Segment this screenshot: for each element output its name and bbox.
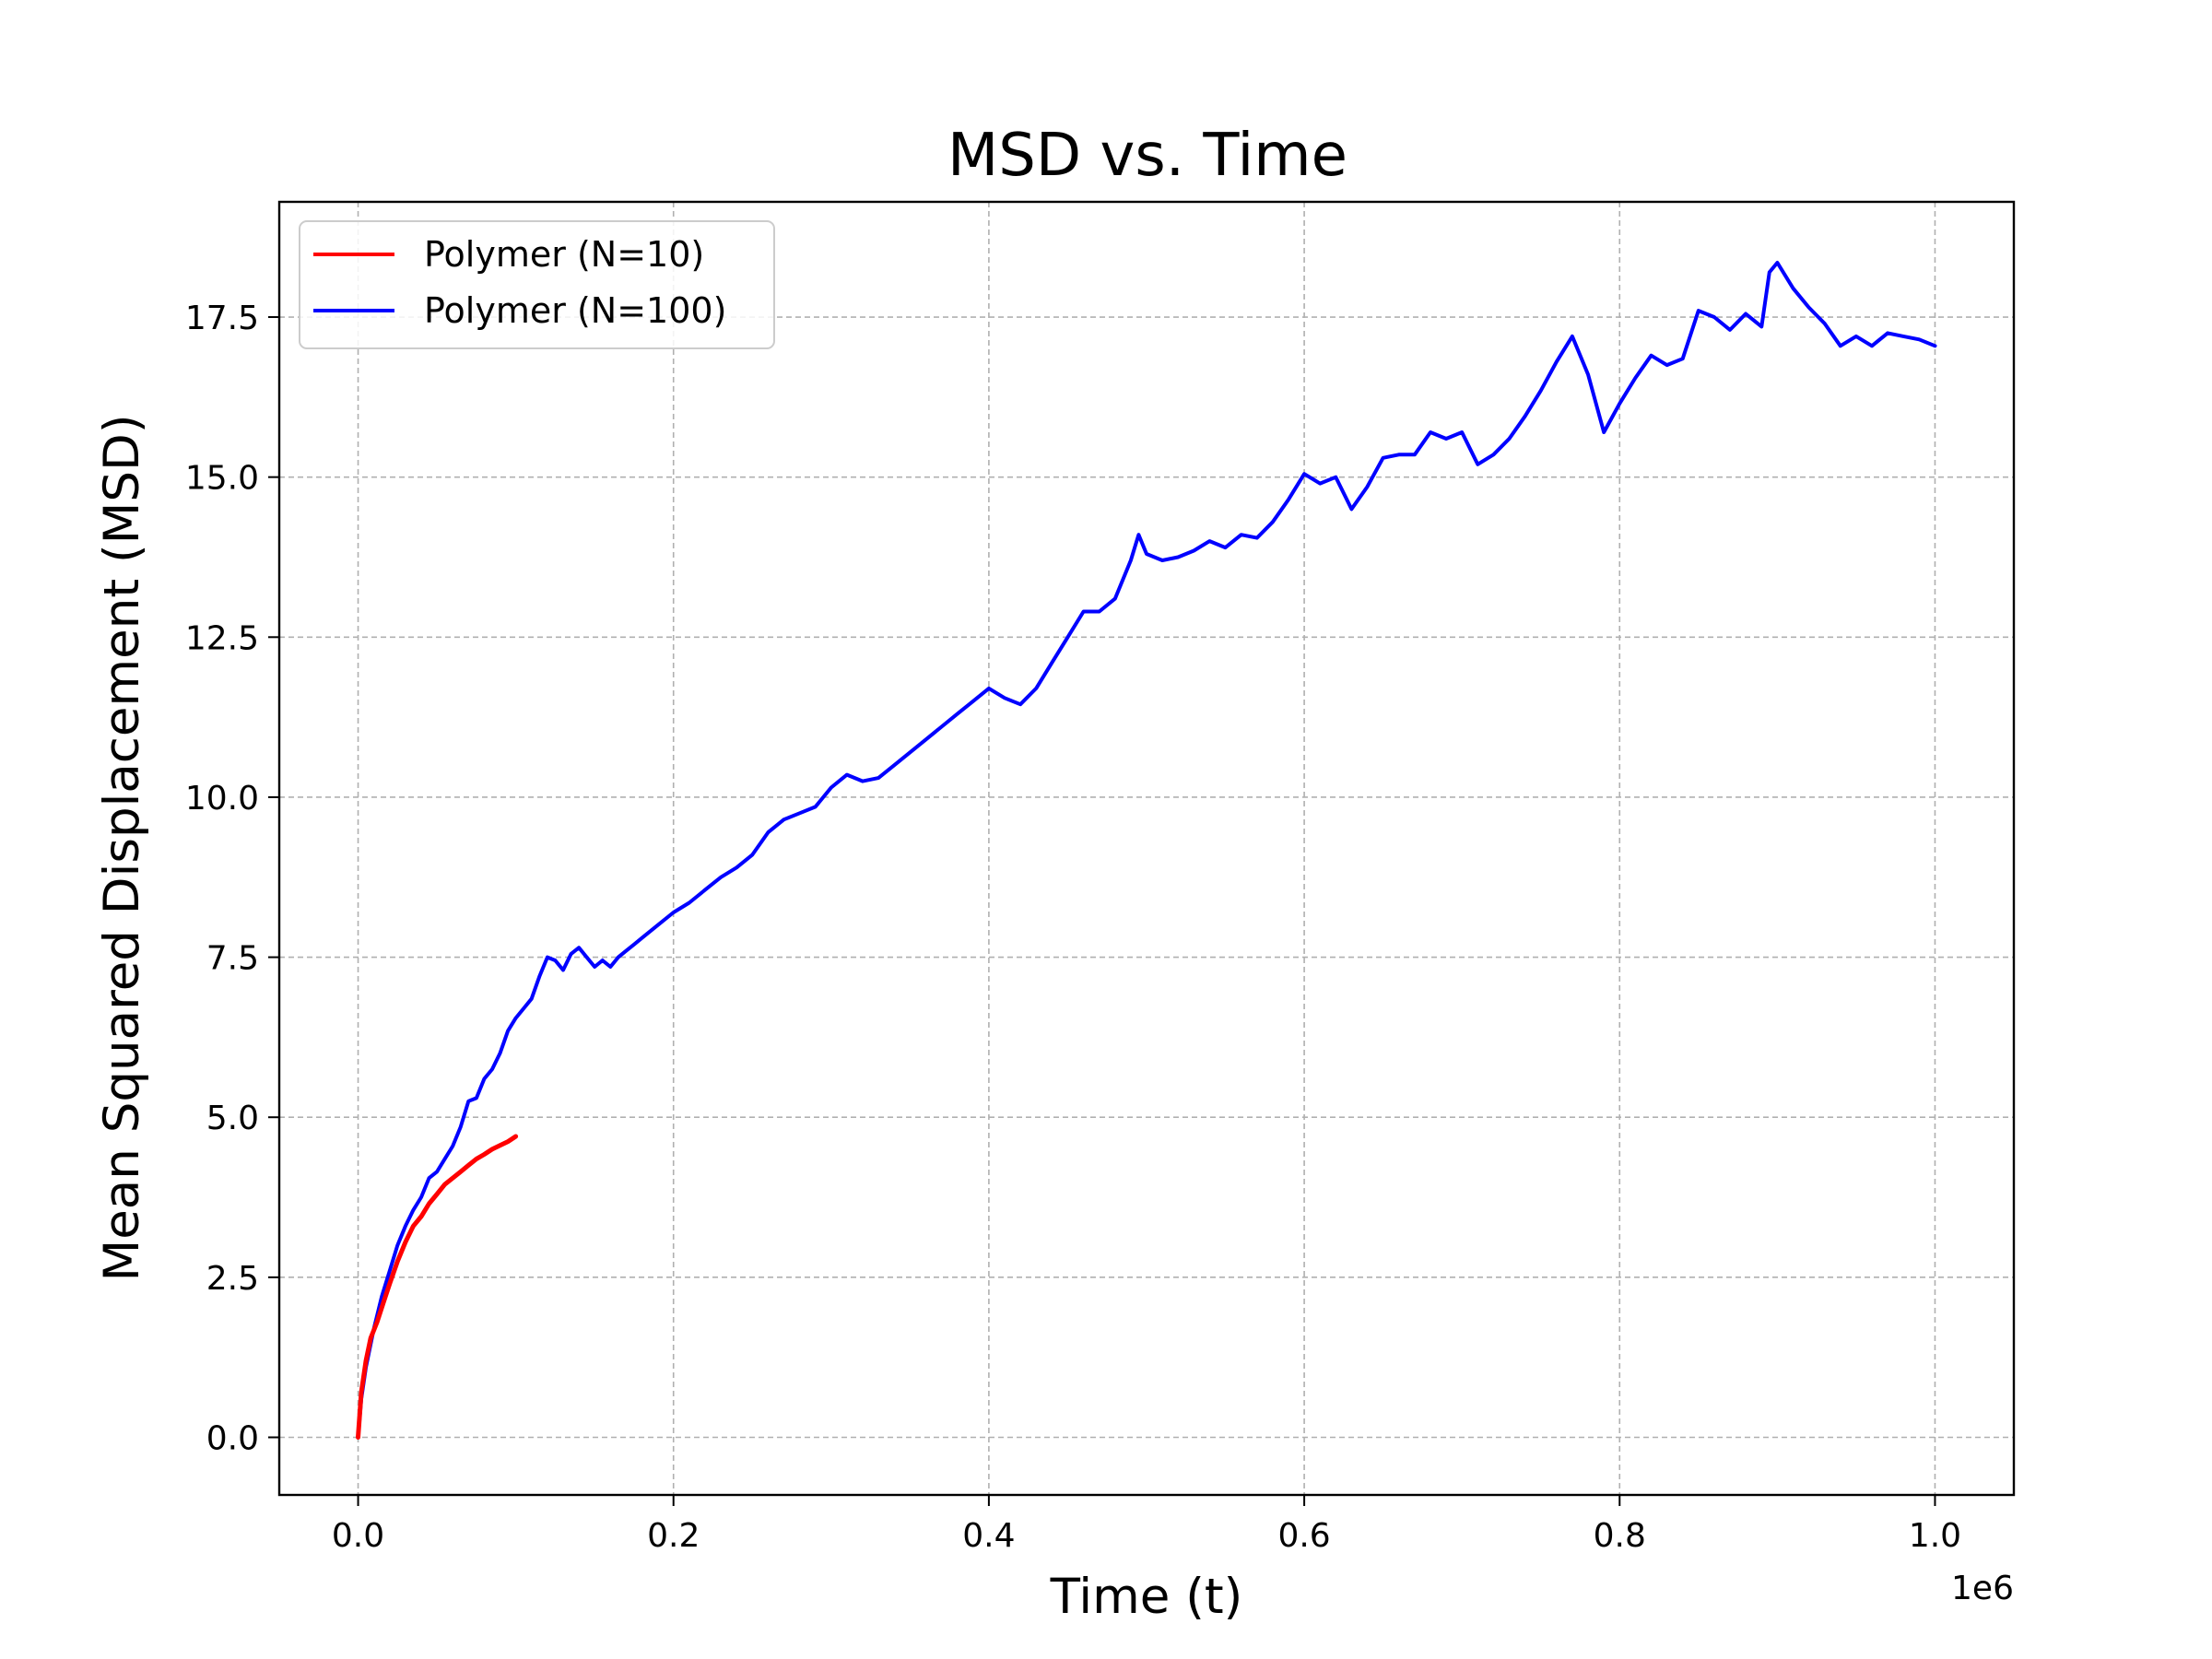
legend-label-n100: Polymer (N=100)	[424, 290, 726, 331]
grid	[279, 202, 2014, 1495]
axis-ticks: 0.0 0.2 0.4 0.6 0.8 1.0 0.0 2.5 5.0 7.5 10.0 12.5 15…	[185, 300, 1961, 1555]
y-tick-label: 15.0	[185, 460, 259, 498]
chart-title: MSD vs. Time	[947, 122, 1347, 190]
y-tick-label: 0.0	[206, 1419, 259, 1457]
y-tick-label: 10.0	[185, 780, 259, 818]
x-tick-label: 1.0	[1909, 1517, 1961, 1555]
x-tick-label: 0.6	[1277, 1517, 1330, 1555]
x-axis-title: Time (t)	[1050, 1569, 1243, 1625]
y-tick-label: 12.5	[185, 619, 259, 657]
x-tick-label: 0.4	[962, 1517, 1015, 1555]
series-lines	[356, 261, 1937, 1440]
series-line-n10	[356, 1134, 519, 1440]
x-offset-label: 1e6	[1951, 1570, 2014, 1607]
x-tick-label: 0.8	[1594, 1517, 1646, 1555]
plot-frame	[277, 200, 2016, 1497]
series-line-n100	[356, 261, 1937, 1440]
legend-box	[299, 220, 775, 349]
y-tick-label: 17.5	[185, 300, 259, 337]
legend-label-n10: Polymer (N=10)	[424, 234, 704, 275]
y-tick-label: 7.5	[206, 940, 259, 978]
y-axis-title: Mean Squared Displacement (MSD)	[94, 414, 150, 1281]
x-tick-label: 0.0	[332, 1517, 384, 1555]
legend: Polymer (N=10) Polymer (N=100)	[299, 220, 775, 349]
x-tick-label: 0.2	[647, 1517, 700, 1555]
y-tick-label: 2.5	[206, 1260, 259, 1298]
y-tick-label: 5.0	[206, 1100, 259, 1137]
